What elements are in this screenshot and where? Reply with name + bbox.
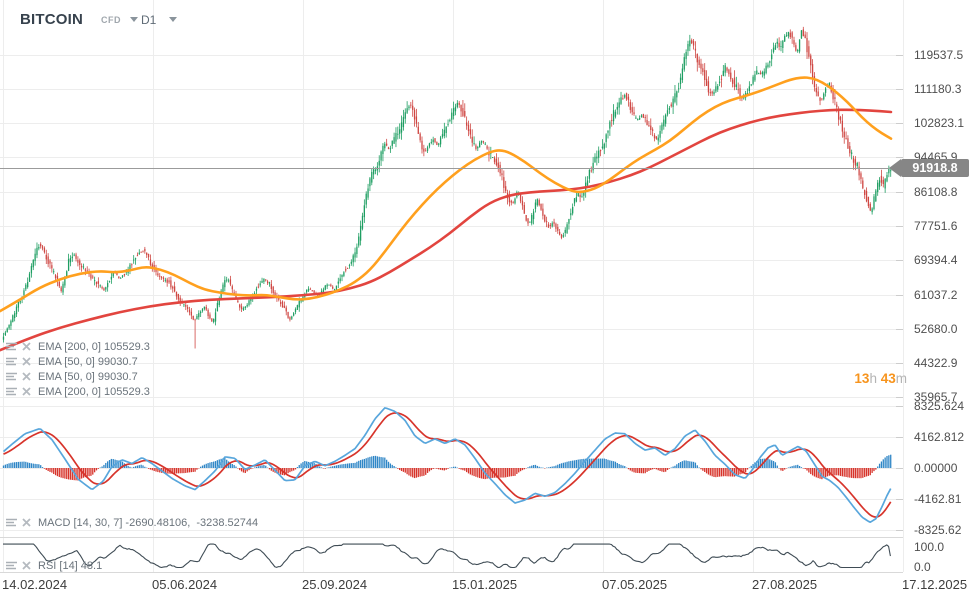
countdown-hours-unit: h bbox=[869, 371, 877, 386]
current-price-badge: 91918.8 bbox=[889, 158, 969, 177]
indicator-legend-row: EMA [50, 0] 99030.7 bbox=[6, 370, 138, 383]
timeframe-selector[interactable]: D1 bbox=[141, 13, 157, 27]
indicator-label: EMA [200, 0] 105529.3 bbox=[38, 340, 150, 353]
indicator-close-icon[interactable] bbox=[21, 371, 33, 382]
countdown-minutes-unit: m bbox=[895, 371, 907, 386]
indicator-label: EMA [50, 0] 99030.7 bbox=[38, 370, 138, 383]
instrument-header: BITCOIN CFD D1 bbox=[0, 8, 260, 30]
instrument-type-badge: CFD bbox=[101, 15, 121, 25]
indicator-legend-row: EMA [200, 0] 105529.3 bbox=[6, 385, 150, 398]
indicator-settings-icon[interactable] bbox=[6, 517, 18, 528]
symbol-dropdown-caret-icon[interactable] bbox=[130, 17, 138, 22]
indicator-settings-icon[interactable] bbox=[6, 371, 18, 382]
indicator-settings-icon[interactable] bbox=[6, 356, 18, 367]
indicator-legend-row: EMA [200, 0] 105529.3 bbox=[6, 340, 150, 353]
indicator-label: EMA [50, 0] 99030.7 bbox=[38, 355, 138, 368]
indicator-label: EMA [200, 0] 105529.3 bbox=[38, 385, 150, 398]
indicator-settings-icon[interactable] bbox=[6, 341, 18, 352]
countdown-hours: 13 bbox=[854, 371, 870, 386]
indicator-legend-row-rsi: RSI [14] 48.1 bbox=[6, 559, 102, 572]
price-badge-value: 91918.8 bbox=[901, 158, 969, 177]
symbol-label[interactable]: BITCOIN bbox=[20, 11, 84, 28]
price-badge-arrow-icon bbox=[889, 158, 901, 177]
indicator-close-icon[interactable] bbox=[21, 356, 33, 367]
indicator-legend-row-macd: MACD [14, 30, 7] -2690.48106, -3238.5274… bbox=[6, 516, 258, 529]
candle-countdown: 13h 43m bbox=[830, 371, 907, 386]
indicator-settings-icon[interactable] bbox=[6, 560, 18, 571]
indicator-close-icon[interactable] bbox=[21, 386, 33, 397]
indicator-close-icon[interactable] bbox=[21, 560, 33, 571]
countdown-minutes: 43 bbox=[880, 371, 896, 386]
indicator-close-icon[interactable] bbox=[21, 341, 33, 352]
indicator-close-icon[interactable] bbox=[21, 517, 33, 528]
indicator-legend-row: EMA [50, 0] 99030.7 bbox=[6, 355, 138, 368]
indicator-label: MACD [14, 30, 7] -2690.48106, -3238.5274… bbox=[38, 516, 259, 529]
indicator-settings-icon[interactable] bbox=[6, 386, 18, 397]
timeframe-dropdown-caret-icon[interactable] bbox=[169, 17, 177, 22]
indicator-label: RSI [14] 48.1 bbox=[38, 559, 103, 572]
